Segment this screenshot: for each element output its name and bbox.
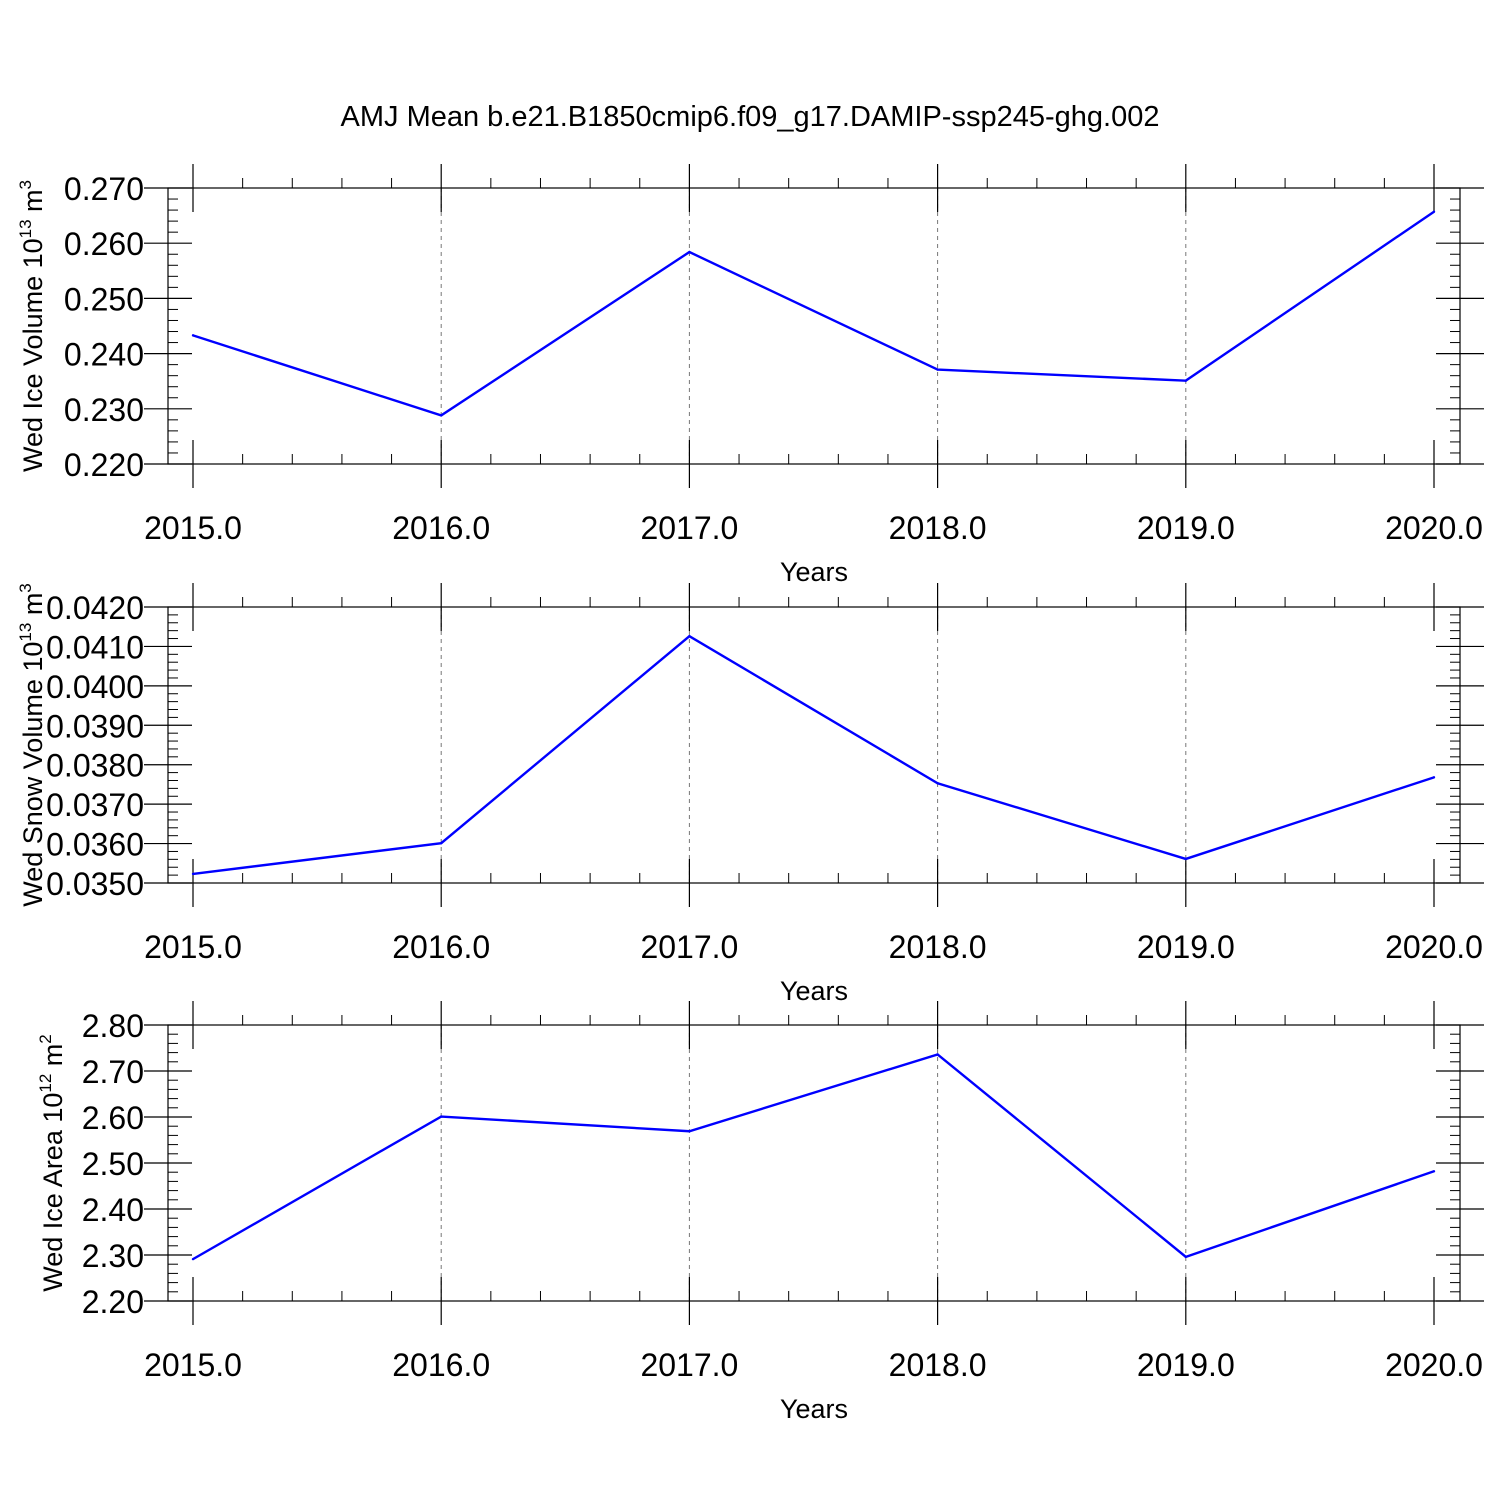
chart-panel-2: 2015.0 2016.0 2017.0 2018.0 2019.0 2020.0 Year…: [16, 583, 1484, 1006]
x-tick-label: 2019.0: [1137, 1347, 1235, 1383]
data-point: [1184, 379, 1188, 382]
x-tick-label: 2015.0: [144, 1347, 242, 1383]
x-tick-label: 2018.0: [889, 929, 987, 965]
plot-frame: [167, 606, 1461, 884]
y-tick-label: 0.220: [64, 447, 144, 483]
data-point: [936, 782, 939, 785]
data-point: [191, 1257, 195, 1261]
y-tick-label: 0.270: [64, 171, 144, 207]
x-tick-label: 2020.0: [1385, 1347, 1483, 1383]
series-line: [192, 210, 1435, 417]
chart-title: AMJ Mean b.e21.B1850cmip6.f09_g17.DAMIP-…: [341, 101, 1160, 133]
x-tick-label: 2016.0: [392, 1347, 490, 1383]
y-tick-label: 0.0370: [46, 787, 144, 823]
y-axis-label: Wed Snow Volume 1013 m3: [16, 583, 48, 907]
y-tick-label: 2.30: [82, 1238, 144, 1274]
data-point: [688, 634, 691, 638]
x-tick-label: 2018.0: [889, 1347, 987, 1383]
data-point: [1432, 210, 1436, 213]
data-point: [936, 368, 939, 371]
x-axis-label: Years: [780, 1394, 848, 1424]
y-tick-label: 2.70: [82, 1054, 144, 1090]
y-tick-label: 2.50: [82, 1146, 144, 1182]
y-tick-label: 2.20: [82, 1284, 144, 1320]
x-tick-label: 2015.0: [144, 510, 242, 546]
x-tick-label: 2019.0: [1137, 929, 1235, 965]
data-point: [936, 1053, 939, 1056]
x-tick-label: 2018.0: [889, 510, 987, 546]
y-tick-label: 0.0410: [46, 629, 144, 665]
x-axis-label: Years: [780, 557, 848, 587]
y-tick-label: 0.250: [64, 281, 144, 317]
x-axis-label: Years: [780, 976, 848, 1006]
y-tick-label: 2.80: [82, 1008, 144, 1044]
data-point: [191, 872, 195, 876]
y-tick-label: 0.0400: [46, 669, 144, 705]
plot-frame: [167, 187, 1461, 465]
x-tick-label: 2017.0: [640, 510, 738, 546]
x-tick-label: 2017.0: [640, 1347, 738, 1383]
x-tick-label: 2017.0: [640, 929, 738, 965]
x-tick-label: 2020.0: [1385, 510, 1483, 546]
y-axis-label: Wed Ice Area 1012 m2: [36, 1034, 68, 1292]
series-line: [192, 1053, 1435, 1261]
data-point: [440, 414, 443, 417]
y-axis-label: Wed Ice Volume 1013 m3: [16, 180, 48, 472]
y-tick-label: 2.60: [82, 1100, 144, 1136]
x-tick-label: 2019.0: [1137, 510, 1235, 546]
y-tick-label: 0.240: [64, 337, 144, 373]
x-tick-label: 2020.0: [1385, 929, 1483, 965]
data-point: [1184, 1255, 1188, 1259]
data-point: [1184, 857, 1188, 861]
y-tick-label: 0.0350: [46, 866, 144, 902]
y-tick-label: 0.0380: [46, 748, 144, 784]
data-point: [688, 250, 691, 254]
data-point: [688, 1130, 691, 1133]
chart-panel-1: 2015.0 2016.0 2017.0 2018.0 2019.0 2020.0 Year…: [16, 164, 1484, 587]
data-point: [1432, 776, 1436, 779]
y-tick-label: 0.230: [64, 392, 144, 428]
x-tick-label: 2016.0: [392, 929, 490, 965]
y-tick-label: 2.40: [82, 1192, 144, 1228]
chart-panel-3: 2015.0 2016.0 2017.0 2018.0 2019.0 2020.0 Year…: [36, 1001, 1484, 1424]
data-point: [191, 334, 195, 337]
y-tick-label: 0.0360: [46, 827, 144, 863]
series-line: [192, 634, 1435, 876]
y-tick-label: 0.0390: [46, 708, 144, 744]
data-point: [440, 841, 443, 845]
y-tick-label: 0.0420: [46, 590, 144, 626]
x-tick-label: 2016.0: [392, 510, 490, 546]
data-point: [1432, 1170, 1436, 1173]
data-point: [440, 1115, 443, 1118]
y-tick-label: 0.260: [64, 226, 144, 262]
x-tick-label: 2015.0: [144, 929, 242, 965]
